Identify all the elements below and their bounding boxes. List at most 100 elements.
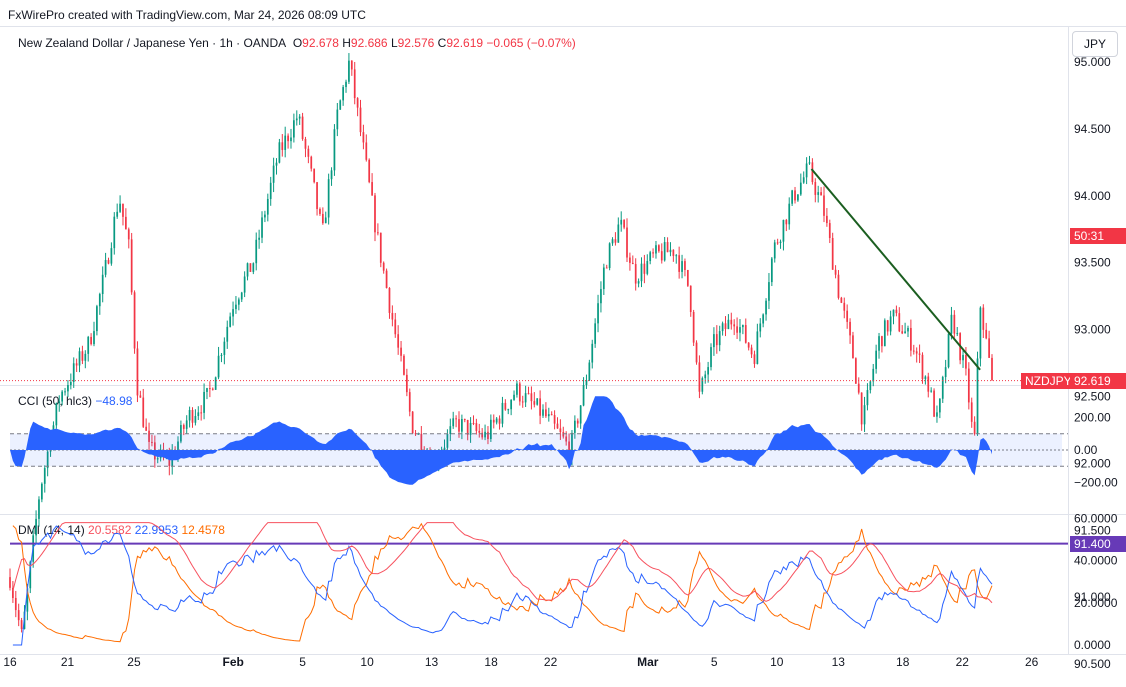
candle-body	[550, 414, 553, 416]
candle-body	[487, 431, 489, 439]
candle-body	[889, 316, 892, 332]
candle-body	[724, 323, 727, 330]
time-axis[interactable]: 16 21 25 Feb 5 10 13 18 22 Mar 5 10 13 18 22 26	[3, 655, 1038, 669]
candle-body	[953, 314, 956, 334]
candle-body	[449, 426, 452, 434]
candle-body	[475, 423, 478, 431]
cci-histogram	[10, 396, 992, 485]
cci-legend[interactable]: CCI (50, hlc3) −48.98	[18, 394, 132, 408]
candle-body	[243, 276, 246, 293]
candle-body	[831, 238, 834, 270]
candle-body	[698, 362, 701, 392]
price-axis[interactable]: 95.000 94.500 94.000 93.500 93.000 92.500 92.0…	[1074, 55, 1111, 671]
candle-body	[455, 418, 457, 420]
candle-body	[110, 248, 113, 264]
candle-body	[637, 281, 640, 284]
time-tick-label: 18	[896, 655, 910, 669]
candle-body	[857, 383, 860, 393]
candle-body	[759, 323, 762, 332]
candle-body	[385, 270, 388, 288]
cci-title: CCI (50, hlc3)	[18, 394, 93, 408]
cci-tick-label: 0.00	[1074, 443, 1098, 457]
candle-body	[828, 223, 831, 239]
candle-body	[377, 232, 379, 234]
candle-body	[342, 87, 344, 101]
candle-body	[324, 217, 327, 224]
price-tick-label: 94.500	[1074, 122, 1111, 136]
candle-body	[177, 441, 179, 455]
candle-body	[545, 409, 547, 417]
candle-body	[686, 269, 689, 286]
candle-body	[527, 393, 530, 395]
candle-body	[136, 348, 139, 396]
candle-body	[533, 401, 536, 405]
candle-body	[481, 432, 484, 438]
candle-body	[365, 142, 368, 160]
trendline[interactable]	[810, 168, 981, 371]
candle-body	[629, 257, 631, 263]
candle-body	[574, 420, 576, 433]
candle-body	[516, 383, 518, 395]
candle-body	[394, 319, 397, 335]
candle-body	[710, 347, 712, 368]
dmi-tick-label: 0.0000	[1074, 638, 1111, 652]
candle-body	[742, 325, 744, 328]
candle-body	[304, 139, 307, 149]
symbol-legend[interactable]: New Zealand Dollar / Japanese Yen · 1h ·…	[18, 36, 576, 50]
candle-body	[631, 262, 634, 265]
candle-body	[258, 237, 260, 240]
candle-body	[681, 261, 683, 272]
candle-body	[669, 249, 672, 253]
candle-body	[875, 350, 877, 369]
candle-body	[788, 203, 791, 225]
candle-body	[640, 263, 643, 282]
currency-button[interactable]: JPY	[1072, 31, 1118, 57]
dmi-tick-label: 20.0000	[1074, 596, 1118, 610]
candle-body	[246, 263, 249, 277]
candle-body	[443, 447, 446, 452]
candle-body	[770, 258, 773, 283]
candle-body	[782, 219, 785, 242]
candle-body	[684, 261, 686, 270]
candle-body	[313, 168, 316, 183]
candle-body	[293, 120, 295, 138]
candle-body	[626, 227, 628, 258]
candle-body	[446, 433, 449, 448]
candle-body	[597, 303, 599, 324]
candle-body	[927, 376, 930, 392]
candle-body	[379, 232, 382, 263]
candle-body	[264, 214, 266, 218]
candle-body	[156, 458, 159, 460]
dmi-tick-label: 60.0000	[1074, 511, 1118, 525]
candle-body	[350, 60, 353, 70]
candle-body	[295, 118, 298, 121]
candle-body	[510, 399, 513, 410]
candle-body	[458, 419, 460, 432]
candle-body	[206, 388, 208, 392]
candle-body	[9, 577, 11, 588]
price-tick-label: 91.500	[1074, 523, 1111, 537]
candle-body	[808, 162, 811, 164]
candle-body	[145, 426, 148, 431]
candle-body	[892, 309, 895, 317]
candle-body	[944, 367, 947, 378]
candle-body	[139, 395, 142, 398]
candle-body	[104, 260, 107, 275]
candle-body	[562, 432, 565, 437]
open-label: O	[292, 36, 303, 50]
candle-body	[600, 289, 602, 304]
candle-body	[46, 451, 49, 469]
candle-body	[498, 418, 501, 424]
candle-body	[72, 363, 75, 383]
dmi-legend[interactable]: DMI (14, 14) 20.5582 22.9953 12.4578	[18, 523, 225, 537]
candle-body	[521, 401, 524, 403]
candle-body	[663, 242, 666, 261]
price-tick-label: 91.000	[1074, 590, 1111, 604]
candle-body	[255, 239, 258, 264]
candle-body	[869, 381, 872, 391]
candle-body	[776, 242, 779, 244]
candle-body	[727, 319, 730, 330]
candle-body	[501, 402, 504, 424]
candle-body	[965, 355, 967, 369]
